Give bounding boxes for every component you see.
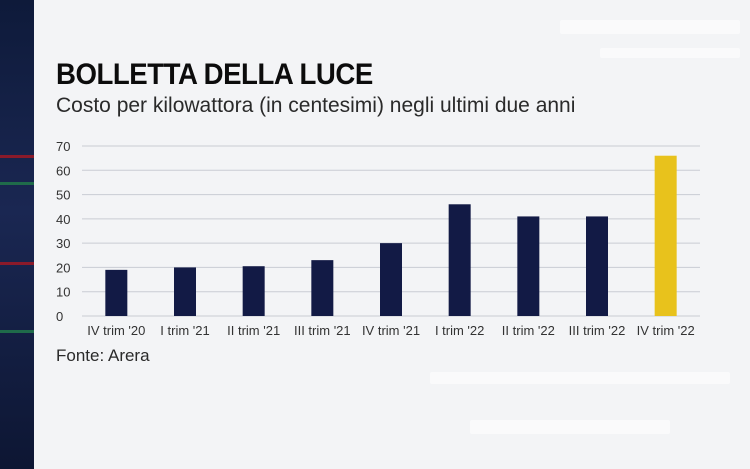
y-tick-label: 20 xyxy=(56,260,70,275)
bg-ghost-panel xyxy=(560,20,740,34)
x-tick-label: IV trim '21 xyxy=(362,323,420,338)
y-tick-label: 70 xyxy=(56,139,70,154)
broadcast-side-strip xyxy=(0,0,34,469)
y-tick-label: 40 xyxy=(56,212,70,227)
y-tick-label: 30 xyxy=(56,236,70,251)
bar xyxy=(586,216,608,316)
x-tick-label: I trim '21 xyxy=(160,323,209,338)
source-note: Fonte: Arera xyxy=(56,346,150,365)
y-tick-label: 60 xyxy=(56,163,70,178)
strip-accent-red xyxy=(0,155,34,158)
chart-title: BOLLETTA DELLA LUCE xyxy=(56,58,373,91)
bg-ghost-panel xyxy=(600,48,740,58)
x-tick-label: III trim '22 xyxy=(569,323,626,338)
x-tick-label: II trim '21 xyxy=(227,323,280,338)
x-tick-label: IV trim '20 xyxy=(87,323,145,338)
x-tick-label: IV trim '22 xyxy=(637,323,695,338)
y-tick-label: 0 xyxy=(56,309,63,324)
bar xyxy=(380,243,402,316)
bar xyxy=(517,216,540,316)
chart-subtitle: Costo per kilowattora (in centesimi) neg… xyxy=(56,94,576,117)
x-tick-label: II trim '22 xyxy=(502,323,555,338)
bg-ghost-panel xyxy=(430,372,730,384)
y-tick-label: 50 xyxy=(56,188,70,203)
bg-ghost-panel xyxy=(470,420,670,434)
strip-accent-green-2 xyxy=(0,330,34,333)
x-tick-label: I trim '22 xyxy=(435,323,484,338)
bar xyxy=(242,266,265,316)
bar xyxy=(654,155,677,316)
strip-accent-green xyxy=(0,182,34,185)
strip-accent-red-2 xyxy=(0,262,34,265)
x-tick-label: III trim '21 xyxy=(294,323,351,338)
y-tick-label: 10 xyxy=(56,285,70,300)
bar xyxy=(448,204,471,316)
bar xyxy=(174,267,196,316)
bar xyxy=(105,269,128,316)
bar xyxy=(311,260,334,316)
